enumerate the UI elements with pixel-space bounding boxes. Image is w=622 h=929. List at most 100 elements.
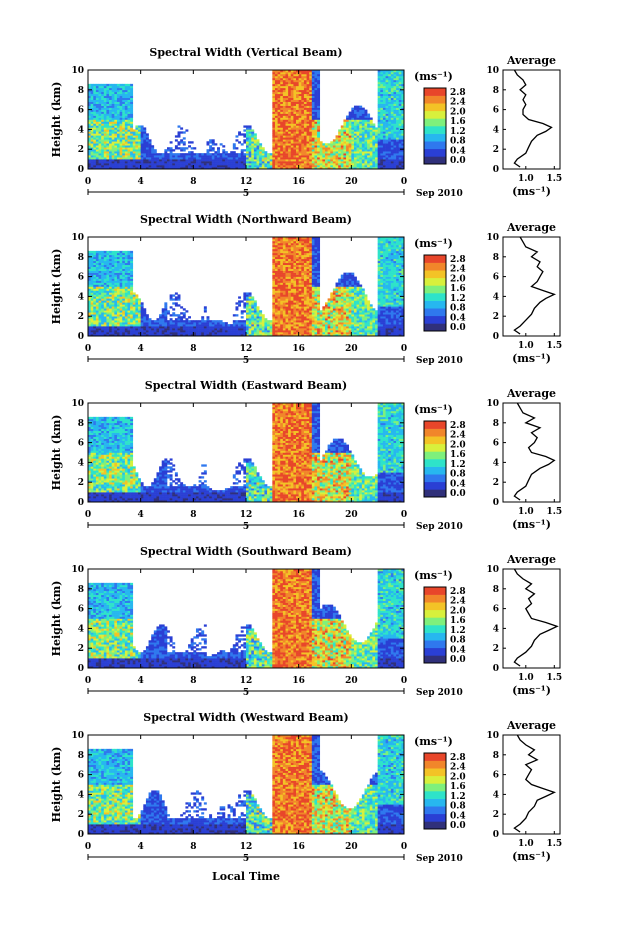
heatmap-cell bbox=[309, 123, 313, 126]
heatmap-cell bbox=[127, 149, 131, 152]
heatmap-cell bbox=[101, 292, 105, 295]
heatmap-cell bbox=[153, 320, 157, 323]
heatmap-cell bbox=[290, 101, 294, 104]
avg-y-tick-label: 4 bbox=[493, 125, 499, 135]
heatmap-cell bbox=[93, 284, 97, 287]
heatmap-cell bbox=[317, 107, 321, 110]
heatmap-cell bbox=[290, 141, 294, 144]
heatmap-cell bbox=[201, 330, 205, 333]
heatmap-cell bbox=[293, 85, 297, 89]
heatmap-cell bbox=[288, 107, 292, 110]
heatmap-cell bbox=[272, 286, 276, 289]
heatmap-cell bbox=[314, 165, 318, 168]
heatmap-cell bbox=[235, 334, 239, 337]
heatmap-cell bbox=[274, 95, 278, 99]
heatmap-cell bbox=[338, 131, 342, 134]
heatmap-cell bbox=[127, 298, 131, 301]
heatmap-cell bbox=[232, 147, 236, 150]
heatmap-cell bbox=[130, 262, 134, 266]
heatmap-cell bbox=[103, 109, 107, 112]
heatmap-cell bbox=[124, 103, 128, 106]
heatmap-cell bbox=[398, 113, 402, 116]
heatmap-cell bbox=[101, 151, 105, 154]
heatmap-cell bbox=[390, 161, 394, 164]
heatmap-cell bbox=[243, 153, 247, 156]
heatmap-cell bbox=[301, 141, 305, 144]
heatmap-cell bbox=[290, 89, 294, 93]
heatmap-cell bbox=[180, 139, 184, 142]
heatmap-cell bbox=[190, 332, 194, 335]
heatmap-cell bbox=[169, 298, 173, 301]
heatmap-cell bbox=[346, 147, 349, 150]
heatmap-cell bbox=[182, 330, 186, 333]
heatmap-cell bbox=[280, 129, 284, 132]
heatmap-cell bbox=[303, 137, 307, 140]
heatmap-cell bbox=[338, 151, 342, 154]
heatmap-cell bbox=[111, 266, 115, 269]
heatmap-cell bbox=[109, 87, 112, 91]
heatmap-cell bbox=[309, 89, 313, 93]
heatmap-cell bbox=[327, 145, 331, 148]
heatmap-cell bbox=[280, 318, 284, 321]
heatmap-cell bbox=[140, 133, 144, 136]
heatmap-cell bbox=[164, 149, 168, 152]
heatmap-cell bbox=[398, 167, 402, 170]
heatmap-cell bbox=[338, 155, 342, 158]
heatmap-cell bbox=[90, 298, 94, 301]
heatmap-cell bbox=[293, 117, 297, 120]
heatmap-cell bbox=[388, 81, 392, 85]
heatmap-cell bbox=[214, 324, 218, 327]
heatmap-cell bbox=[280, 250, 284, 254]
heatmap-cell bbox=[188, 163, 191, 166]
heatmap-cell bbox=[382, 109, 386, 112]
heatmap-cell bbox=[101, 274, 105, 277]
heatmap-cell bbox=[359, 145, 363, 148]
heatmap-cell bbox=[111, 300, 115, 303]
heatmap-cell bbox=[116, 139, 120, 142]
heatmap-cell bbox=[124, 324, 128, 327]
heatmap-cell bbox=[396, 89, 400, 93]
heatmap-cell bbox=[127, 129, 131, 132]
heatmap-cell bbox=[106, 83, 110, 87]
heatmap-cell bbox=[227, 326, 231, 329]
heatmap-cell bbox=[201, 161, 205, 164]
heatmap-cell bbox=[116, 330, 120, 333]
heatmap-cell bbox=[114, 117, 118, 120]
heatmap-cell bbox=[272, 109, 276, 112]
heatmap-cell bbox=[106, 103, 110, 106]
heatmap-cell bbox=[293, 101, 297, 104]
heatmap-cell bbox=[272, 139, 276, 142]
heatmap-cell bbox=[256, 141, 260, 144]
heatmap-cell bbox=[206, 149, 210, 152]
heatmap-cell bbox=[114, 330, 118, 333]
heatmap-cell bbox=[272, 81, 276, 85]
heatmap-cell bbox=[98, 276, 102, 279]
heatmap-cell bbox=[101, 121, 105, 124]
heatmap-cell bbox=[309, 121, 313, 124]
heatmap-cell bbox=[282, 165, 286, 168]
heatmap-cell bbox=[159, 153, 163, 156]
heatmap-cell bbox=[190, 161, 194, 164]
heatmap-cell bbox=[119, 111, 123, 114]
heatmap-cell bbox=[161, 332, 165, 335]
heatmap-cell bbox=[95, 137, 99, 140]
heatmap-cell bbox=[111, 274, 115, 277]
heatmap-cell bbox=[388, 143, 392, 146]
heatmap-cell bbox=[190, 324, 194, 327]
heatmap-cell bbox=[230, 326, 234, 329]
heatmap-cell bbox=[169, 149, 173, 152]
heatmap-cell bbox=[177, 324, 181, 327]
heatmap-cell bbox=[101, 109, 105, 112]
heatmap-cell bbox=[380, 135, 384, 138]
heatmap-cell bbox=[88, 141, 91, 144]
heatmap-cell bbox=[182, 314, 186, 317]
heatmap-cell bbox=[95, 125, 99, 128]
heatmap-cell bbox=[327, 153, 331, 156]
colorbar-segment bbox=[424, 133, 446, 142]
heatmap-cell bbox=[103, 153, 107, 156]
heatmap-cell bbox=[232, 145, 236, 148]
heatmap-cell bbox=[111, 103, 115, 106]
heatmap-cell bbox=[382, 145, 386, 148]
heatmap-cell bbox=[101, 278, 105, 281]
heatmap-cell bbox=[109, 334, 112, 337]
